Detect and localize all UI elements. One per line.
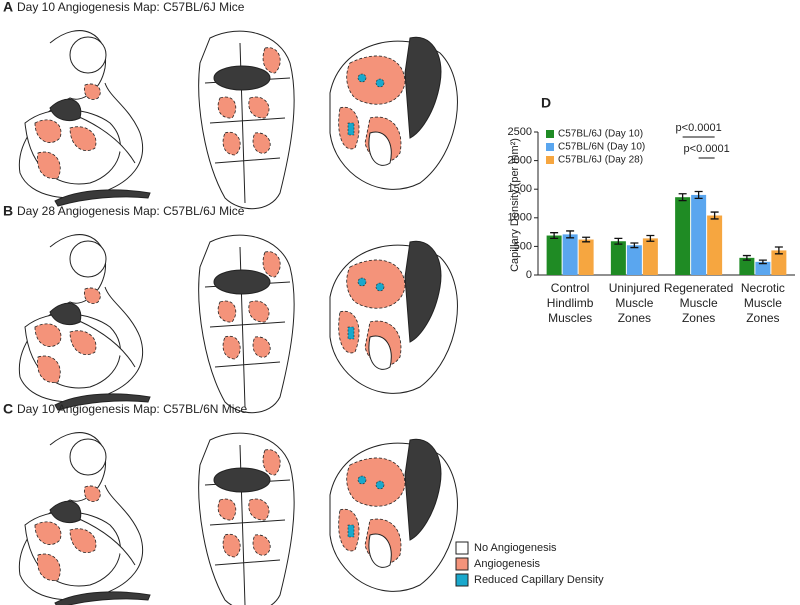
bar	[626, 245, 642, 275]
y-tick-label: 0	[526, 269, 532, 281]
error-bar	[550, 232, 559, 240]
muscle-map	[329, 240, 458, 394]
legend-label: C57BL/6N (Day 10)	[558, 142, 645, 153]
bar	[642, 238, 658, 275]
legend-label: C57BL/6J (Day 10)	[558, 129, 643, 140]
error-bar	[694, 190, 703, 200]
bar	[578, 239, 594, 275]
legend-label: Angiogenesis	[474, 558, 541, 570]
annotation: p<0.0001	[676, 122, 722, 134]
bar	[755, 261, 771, 275]
muscle-map	[329, 36, 458, 190]
y-tick-label: 2500	[508, 126, 532, 138]
panel-letter: C	[3, 401, 13, 417]
error-bar	[678, 193, 687, 202]
x-tick-label: Necrotic Muscle Zones	[741, 281, 785, 325]
muscle-map	[18, 432, 151, 605]
error-bar	[742, 254, 751, 261]
legend-swatch	[455, 573, 469, 587]
y-tick-label: 500	[514, 240, 532, 252]
muscle-map	[18, 30, 151, 207]
muscle-map	[198, 432, 295, 605]
muscle-map	[329, 438, 458, 592]
y-axis-label: Capillary Density (per mm²)	[509, 138, 521, 272]
y-tick-label: 1500	[508, 183, 532, 195]
bar	[771, 250, 787, 275]
x-tick-label: Control Hindlimb Muscles	[547, 281, 594, 325]
panel-letter: B	[3, 203, 13, 219]
bar	[562, 234, 578, 275]
muscle-map	[198, 30, 295, 210]
x-tick-label: Regenerated Muscle Zones	[664, 281, 733, 325]
panel-title: Day 10 Angiogenesis Map: C57BL/6J Mice	[17, 0, 245, 14]
error-bar	[758, 259, 767, 265]
bar	[691, 194, 707, 275]
legend-swatch	[546, 143, 554, 151]
panel-title: Day 10 Angiogenesis Map: C57BL/6N Mice	[17, 402, 247, 416]
bar	[610, 241, 626, 275]
error-bar	[582, 236, 591, 243]
legend-swatch	[455, 541, 469, 555]
panel-letter: A	[3, 0, 13, 15]
muscle-map	[198, 234, 295, 414]
y-tick-label: 2000	[508, 155, 532, 167]
legend-label: Reduced Capillary Density	[474, 574, 604, 586]
muscle-map	[18, 234, 151, 411]
error-bar	[774, 246, 783, 255]
legend-swatch	[546, 156, 554, 164]
x-tick-label: Uninjured Muscle Zones	[609, 281, 660, 325]
bar	[675, 197, 691, 275]
panel-title: Day 28 Angiogenesis Map: C57BL/6J Mice	[17, 204, 245, 218]
y-tick-label: 1000	[508, 212, 532, 224]
error-bar	[630, 242, 639, 249]
bar	[707, 215, 723, 275]
annotation: p<0.0001	[684, 143, 730, 155]
error-bar	[614, 237, 623, 245]
legend-label: C57BL/6J (Day 28)	[558, 155, 643, 166]
error-bar	[646, 234, 655, 242]
legend-swatch	[455, 557, 469, 571]
legend-swatch	[546, 130, 554, 138]
error-bar	[566, 230, 575, 239]
panel-letter: D	[541, 95, 551, 111]
legend-label: No Angiogenesis	[474, 542, 557, 554]
bar	[739, 257, 755, 275]
error-bar	[710, 211, 719, 220]
bar	[546, 235, 562, 275]
